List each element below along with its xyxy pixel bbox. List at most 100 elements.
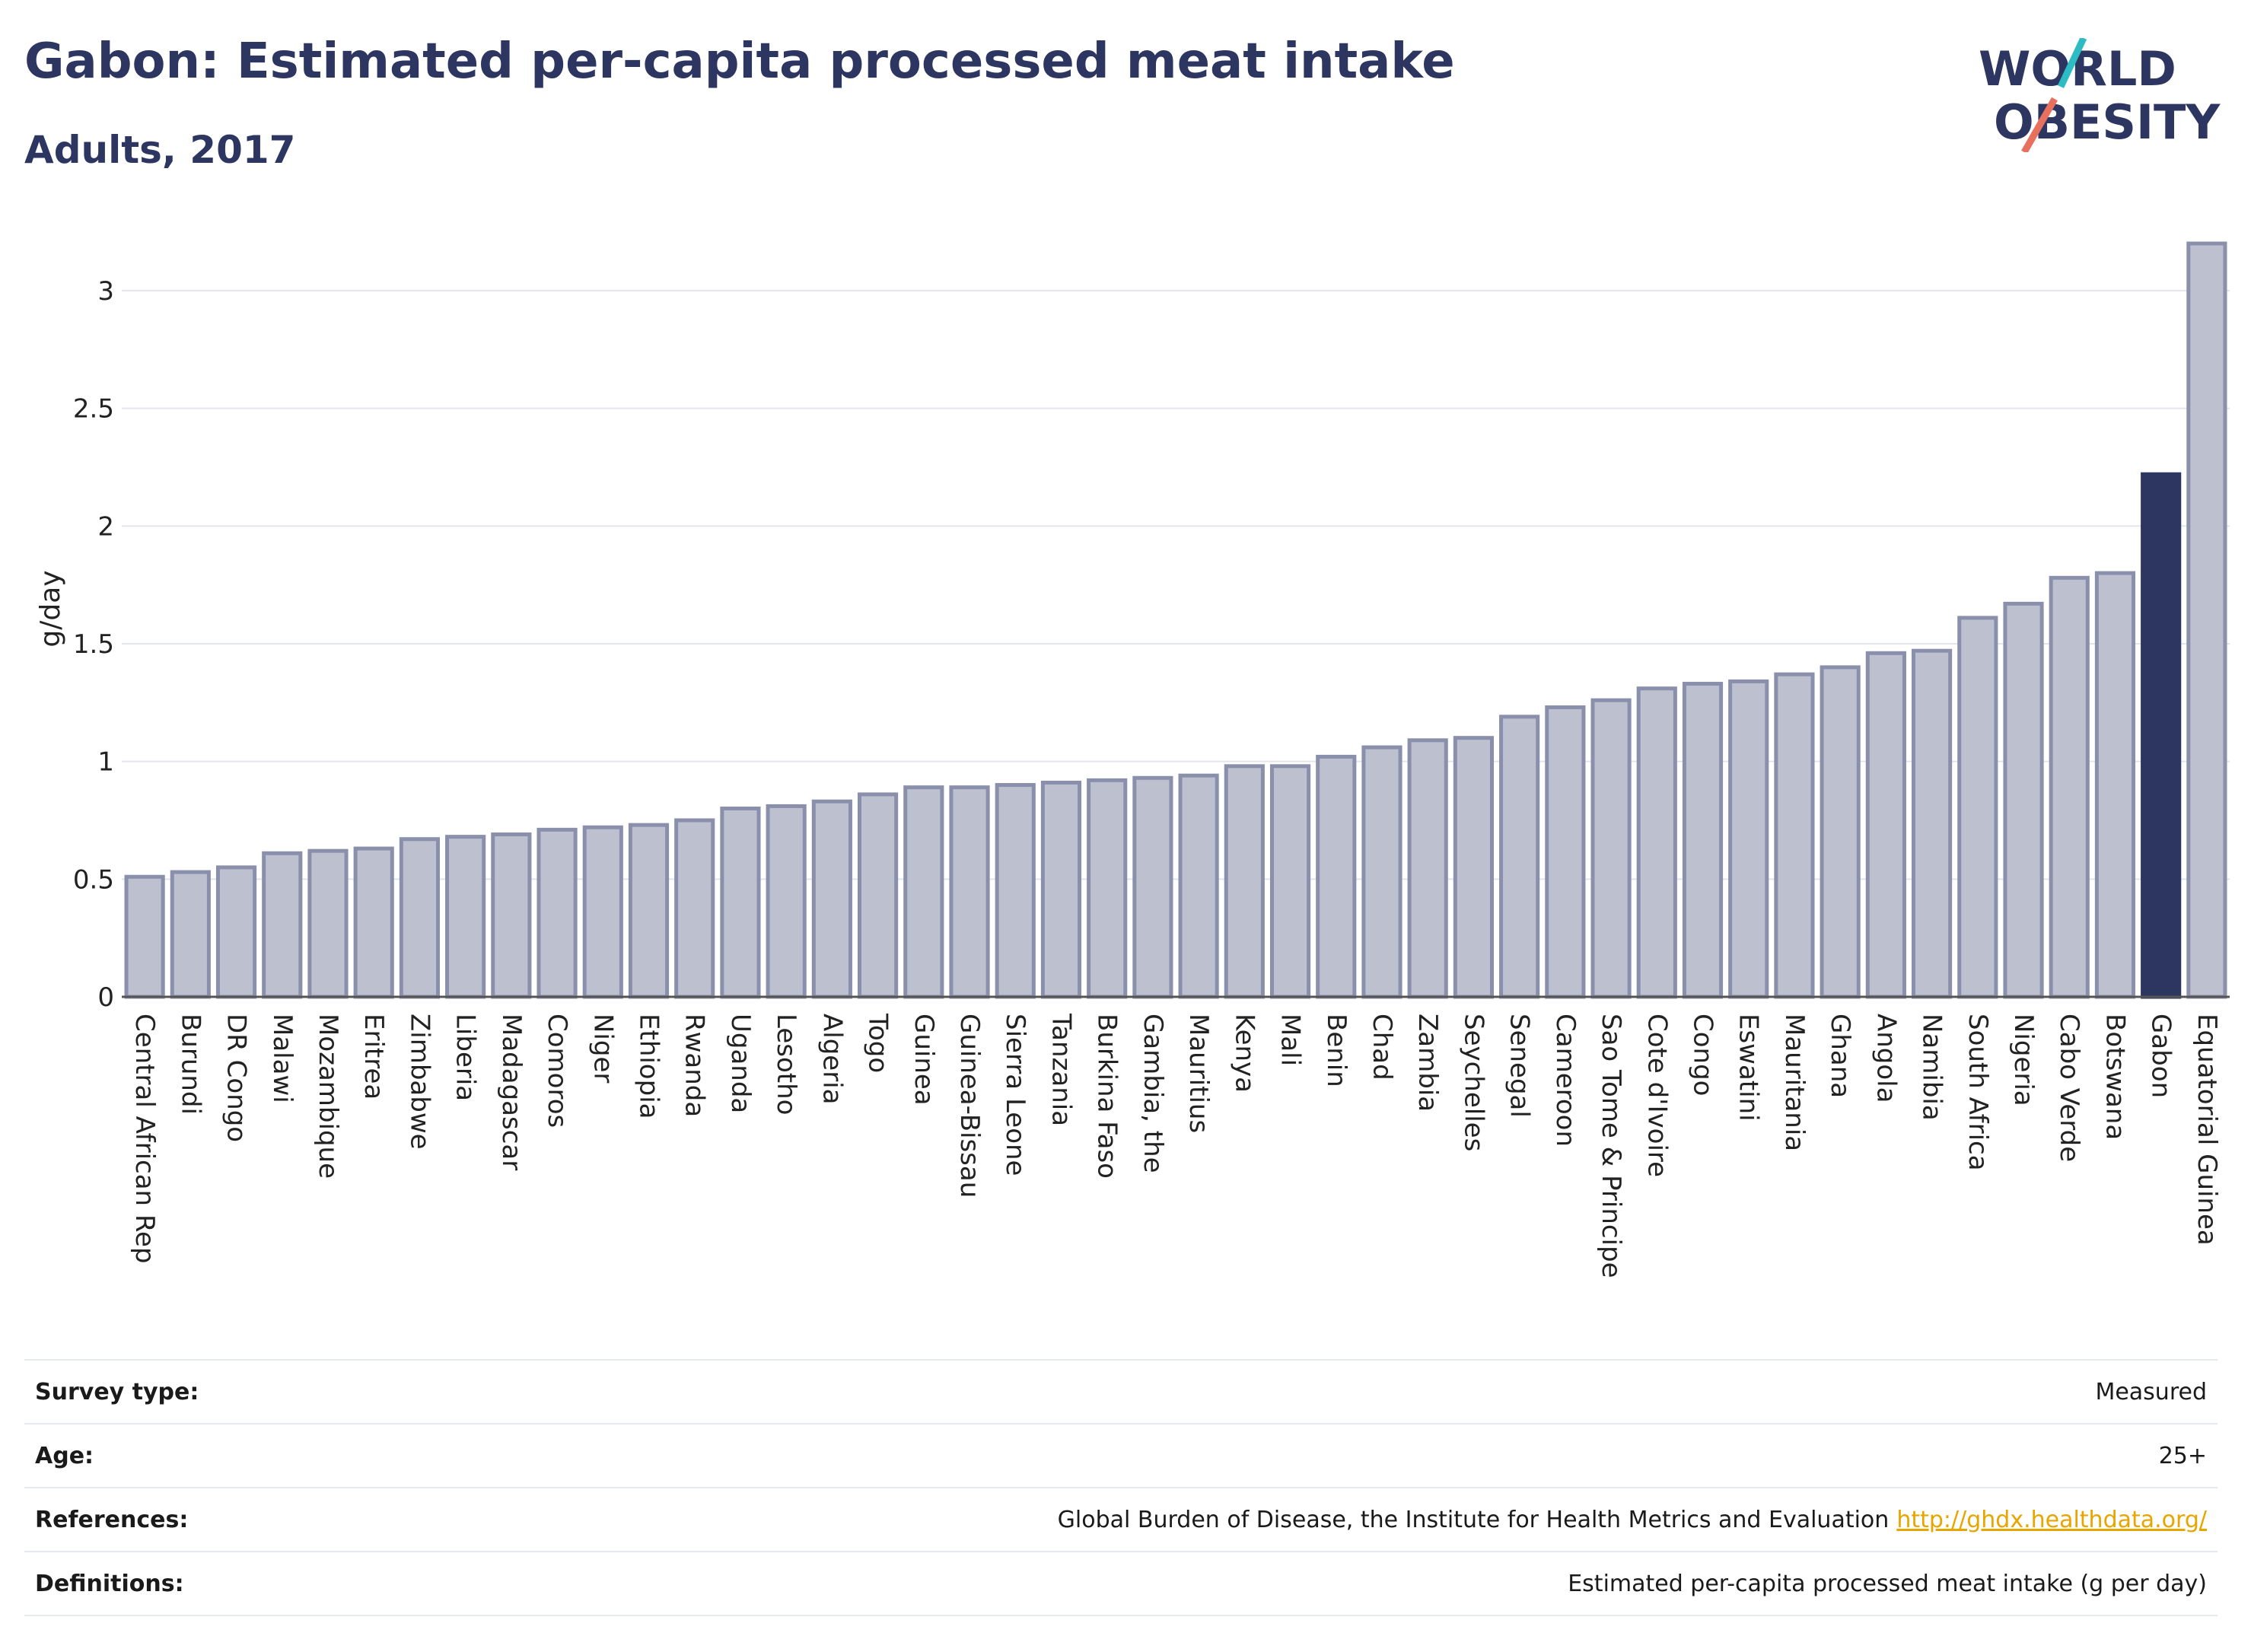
chart-subtitle: Adults, 2017 <box>24 128 296 172</box>
logo-coral-stroke <box>2021 97 2058 152</box>
x-tick-label: Kenya <box>1229 1014 1259 1093</box>
y-tick-label: 0.5 <box>73 864 114 895</box>
bar <box>949 785 990 999</box>
x-tick-label: Gabon <box>2146 1014 2176 1098</box>
bar <box>1957 616 1998 999</box>
x-axis-labels: Central African Rep Burundi DR Congo Malawi… <box>129 1013 2222 1278</box>
meta-row-age: Age: 25+ <box>24 1423 2218 1487</box>
bar <box>995 783 1036 999</box>
x-tick-label: Seychelles <box>1458 1014 1488 1151</box>
bar <box>903 785 944 999</box>
meta-value: Measured <box>2095 1378 2207 1405</box>
bar <box>491 832 532 999</box>
bar <box>215 865 257 999</box>
x-tick-label: Niger <box>587 1014 618 1083</box>
x-tick-label: Uganda <box>725 1014 756 1113</box>
x-tick-label: Mauritius <box>1183 1014 1214 1133</box>
bar-chart: 0 0.5 1 1.5 2 2.5 3 Central African Rep Burundi… <box>35 241 2230 1278</box>
bar <box>1132 775 1173 999</box>
x-tick-label: Liberia <box>451 1014 481 1101</box>
x-tick-label: Angola <box>1871 1014 1901 1103</box>
x-tick-label: Central African Rep <box>129 1014 160 1264</box>
x-tick-label: Madagascar <box>496 1014 527 1170</box>
bar <box>1087 778 1128 999</box>
x-tick-label: Guinea-Bissau <box>954 1014 985 1198</box>
bar <box>170 870 211 999</box>
x-tick-label: Benin <box>1321 1014 1352 1087</box>
x-tick-label: Algeria <box>817 1014 847 1104</box>
x-tick-label: Lesotho <box>771 1014 801 1115</box>
x-tick-label: Eritrea <box>358 1014 389 1100</box>
bar <box>582 825 623 999</box>
x-tick-label: Ethiopia <box>634 1014 664 1119</box>
x-tick-label: Gambia, the <box>1138 1014 1168 1173</box>
x-tick-label: Ghana <box>1825 1014 1855 1098</box>
meta-row-survey-type: Survey type: Measured <box>24 1359 2218 1423</box>
y-tick-label: 2.5 <box>73 394 114 425</box>
bar <box>445 835 486 999</box>
meta-key: Survey type: <box>35 1378 199 1405</box>
bar <box>766 804 807 999</box>
bar <box>262 851 303 999</box>
bar <box>1774 672 1815 999</box>
meta-key: References: <box>35 1506 189 1533</box>
bar <box>1407 738 1448 999</box>
bar <box>1453 736 1494 999</box>
y-tick-label: 3 <box>97 276 114 307</box>
x-tick-label: Zimbabwe <box>404 1014 435 1150</box>
bar <box>353 846 394 999</box>
y-axis-title: g/day <box>35 570 66 647</box>
x-tick-label: DR Congo <box>221 1014 252 1142</box>
x-tick-label: Sierra Leone <box>1000 1014 1030 1176</box>
bar <box>2141 472 2182 999</box>
bar <box>1865 651 1906 999</box>
x-tick-label: Zambia <box>1412 1014 1443 1112</box>
x-tick-label: Eswatini <box>1734 1014 1764 1122</box>
bar <box>1224 764 1265 999</box>
y-tick-label: 0 <box>97 982 114 1013</box>
bar <box>1590 698 1632 999</box>
bar <box>858 792 899 999</box>
bar <box>720 807 761 999</box>
reference-text: Global Burden of Disease, the Institute … <box>1057 1506 1890 1533</box>
bar <box>1636 686 1677 999</box>
reference-link[interactable]: http://ghdx.healthdata.org/ <box>1896 1506 2207 1533</box>
bar <box>1499 715 1540 999</box>
bar <box>1316 754 1357 999</box>
bar <box>1269 764 1311 999</box>
meta-value: Global Burden of Disease, the Institute … <box>1058 1507 2207 1533</box>
y-tick-label: 2 <box>97 511 114 542</box>
world-obesity-logo: WORLD OBESITY <box>1979 38 2221 152</box>
bar <box>399 837 441 999</box>
x-tick-label: Comoros <box>542 1014 572 1128</box>
x-tick-label: Burundi <box>175 1014 205 1115</box>
bar <box>1912 648 1953 999</box>
bar <box>1040 780 1082 999</box>
bar <box>1682 682 1724 999</box>
x-tick-label: Tanzania <box>1046 1013 1076 1126</box>
bar <box>1728 679 1769 999</box>
bar <box>2049 575 2090 999</box>
bar <box>674 818 715 999</box>
bar <box>1361 745 1402 999</box>
x-tick-label: Mozambique <box>313 1014 343 1179</box>
x-tick-label: Nigeria <box>2008 1014 2039 1106</box>
x-tick-label: Sao Tome & Principe <box>1596 1014 1626 1278</box>
bar <box>811 799 852 999</box>
x-tick-label: Burkina Faso <box>1092 1014 1122 1179</box>
meta-row-definitions: Definitions: Estimated per-capita proces… <box>24 1551 2218 1616</box>
x-tick-label: Chad <box>1367 1014 1397 1081</box>
x-tick-label: Cameroon <box>1550 1014 1581 1147</box>
meta-value: Estimated per-capita processed meat inta… <box>1568 1570 2207 1597</box>
y-tick-label: 1.5 <box>73 629 114 660</box>
x-tick-label: Cote d'Ivoire <box>1641 1014 1672 1177</box>
x-tick-label: Senegal <box>1504 1014 1535 1118</box>
x-tick-label: Togo <box>863 1013 893 1073</box>
meta-value: 25+ <box>2158 1442 2207 1469</box>
x-tick-label: Botswana <box>2100 1014 2130 1140</box>
bar <box>2186 241 2227 999</box>
x-tick-label: Guinea <box>909 1014 939 1106</box>
metadata-table: Survey type: Measured Age: 25+ Reference… <box>24 1359 2218 1616</box>
x-tick-label: Rwanda <box>680 1014 710 1117</box>
x-tick-label: Equatorial Guinea <box>2192 1014 2222 1246</box>
